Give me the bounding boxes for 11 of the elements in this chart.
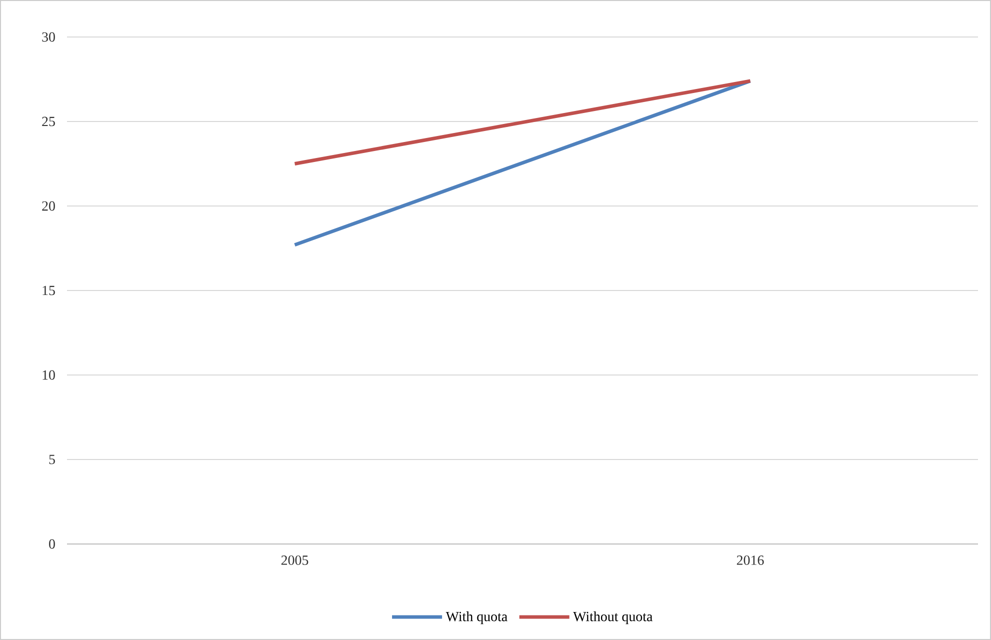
y-tick-label: 20 — [42, 201, 55, 211]
legend-label: With quota — [446, 611, 508, 624]
y-tick-label: 15 — [42, 286, 55, 296]
x-tick-label: 2005 — [281, 556, 308, 565]
y-tick-label: 25 — [42, 116, 55, 126]
y-tick-label: 5 — [49, 454, 55, 464]
legend-label: Without quota — [573, 611, 653, 624]
y-tick-label: 10 — [42, 370, 55, 380]
y-tick-label: 0 — [49, 539, 55, 549]
y-tick-label: 30 — [42, 32, 55, 42]
x-tick-label: 2016 — [736, 556, 764, 565]
